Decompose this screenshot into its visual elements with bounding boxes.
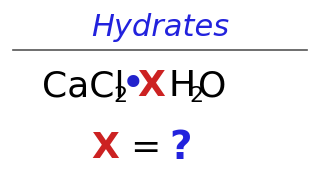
Text: =: = xyxy=(131,131,161,165)
Text: ?: ? xyxy=(170,129,192,167)
Text: O: O xyxy=(198,69,226,103)
Text: Hydrates: Hydrates xyxy=(91,12,229,42)
Text: X: X xyxy=(137,69,165,103)
Text: 2: 2 xyxy=(114,86,128,106)
Text: X: X xyxy=(92,131,120,165)
Text: 2: 2 xyxy=(189,86,204,106)
Text: H: H xyxy=(168,69,195,103)
Text: •: • xyxy=(121,64,145,106)
Text: CaCl: CaCl xyxy=(42,69,124,103)
